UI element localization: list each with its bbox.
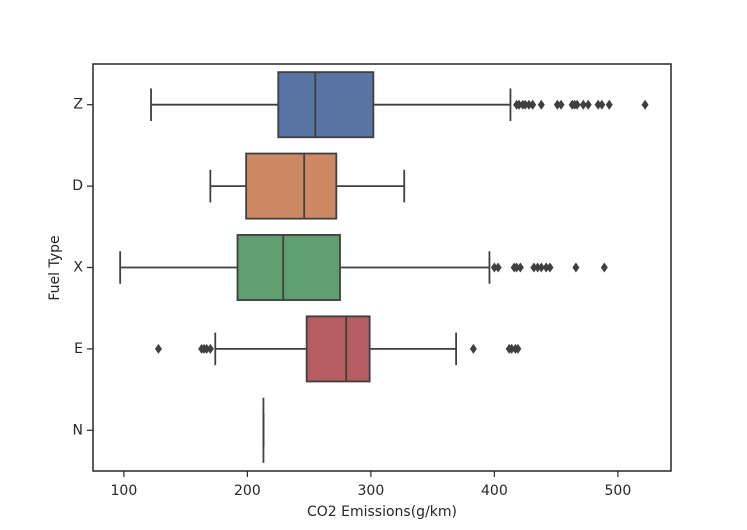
- y-tick-label: N: [73, 422, 83, 438]
- box: [277, 71, 375, 139]
- outlier: [594, 99, 602, 110]
- outlier: [529, 99, 537, 110]
- outlier: [641, 99, 649, 110]
- y-axis-label: Fuel Type: [47, 235, 63, 300]
- x-tick-label: 100: [111, 483, 138, 499]
- outlier: [605, 99, 613, 110]
- outlier: [600, 262, 608, 273]
- outlier: [537, 262, 545, 273]
- outlier: [534, 262, 542, 273]
- x-tick-label: 500: [605, 483, 632, 499]
- outlier: [572, 262, 580, 273]
- outlier: [553, 99, 561, 110]
- box: [236, 234, 341, 301]
- outlier: [530, 262, 538, 273]
- outlier: [598, 99, 606, 110]
- outlier: [521, 99, 529, 110]
- box: [245, 152, 338, 220]
- y-tick-label: X: [73, 260, 83, 276]
- x-tick-label: 200: [234, 483, 261, 499]
- y-tick-label: Z: [73, 97, 83, 113]
- x-axis-label: CO2 Emissions(g/km): [307, 504, 457, 520]
- outlier: [537, 99, 545, 110]
- outlier: [515, 99, 523, 110]
- outlier: [579, 99, 587, 110]
- plot-frame: [92, 63, 672, 472]
- outlier: [557, 99, 565, 110]
- outlier: [542, 262, 550, 273]
- outlier: [513, 262, 521, 273]
- outlier: [494, 262, 502, 273]
- outlier: [546, 262, 554, 273]
- x-tick-label: 300: [358, 483, 385, 499]
- outlier: [469, 343, 477, 354]
- outlier: [490, 262, 498, 273]
- x-tick-label: 400: [481, 483, 508, 499]
- outlier: [206, 343, 214, 354]
- outlier: [573, 99, 581, 110]
- outlier: [154, 343, 162, 354]
- box: [305, 315, 371, 383]
- outlier: [203, 343, 211, 354]
- y-tick-label: E: [74, 341, 83, 357]
- outlier: [516, 262, 524, 273]
- y-tick-label: D: [72, 178, 83, 194]
- outlier: [514, 343, 522, 354]
- outlier: [584, 99, 592, 110]
- outlier: [525, 99, 533, 110]
- outlier: [508, 343, 516, 354]
